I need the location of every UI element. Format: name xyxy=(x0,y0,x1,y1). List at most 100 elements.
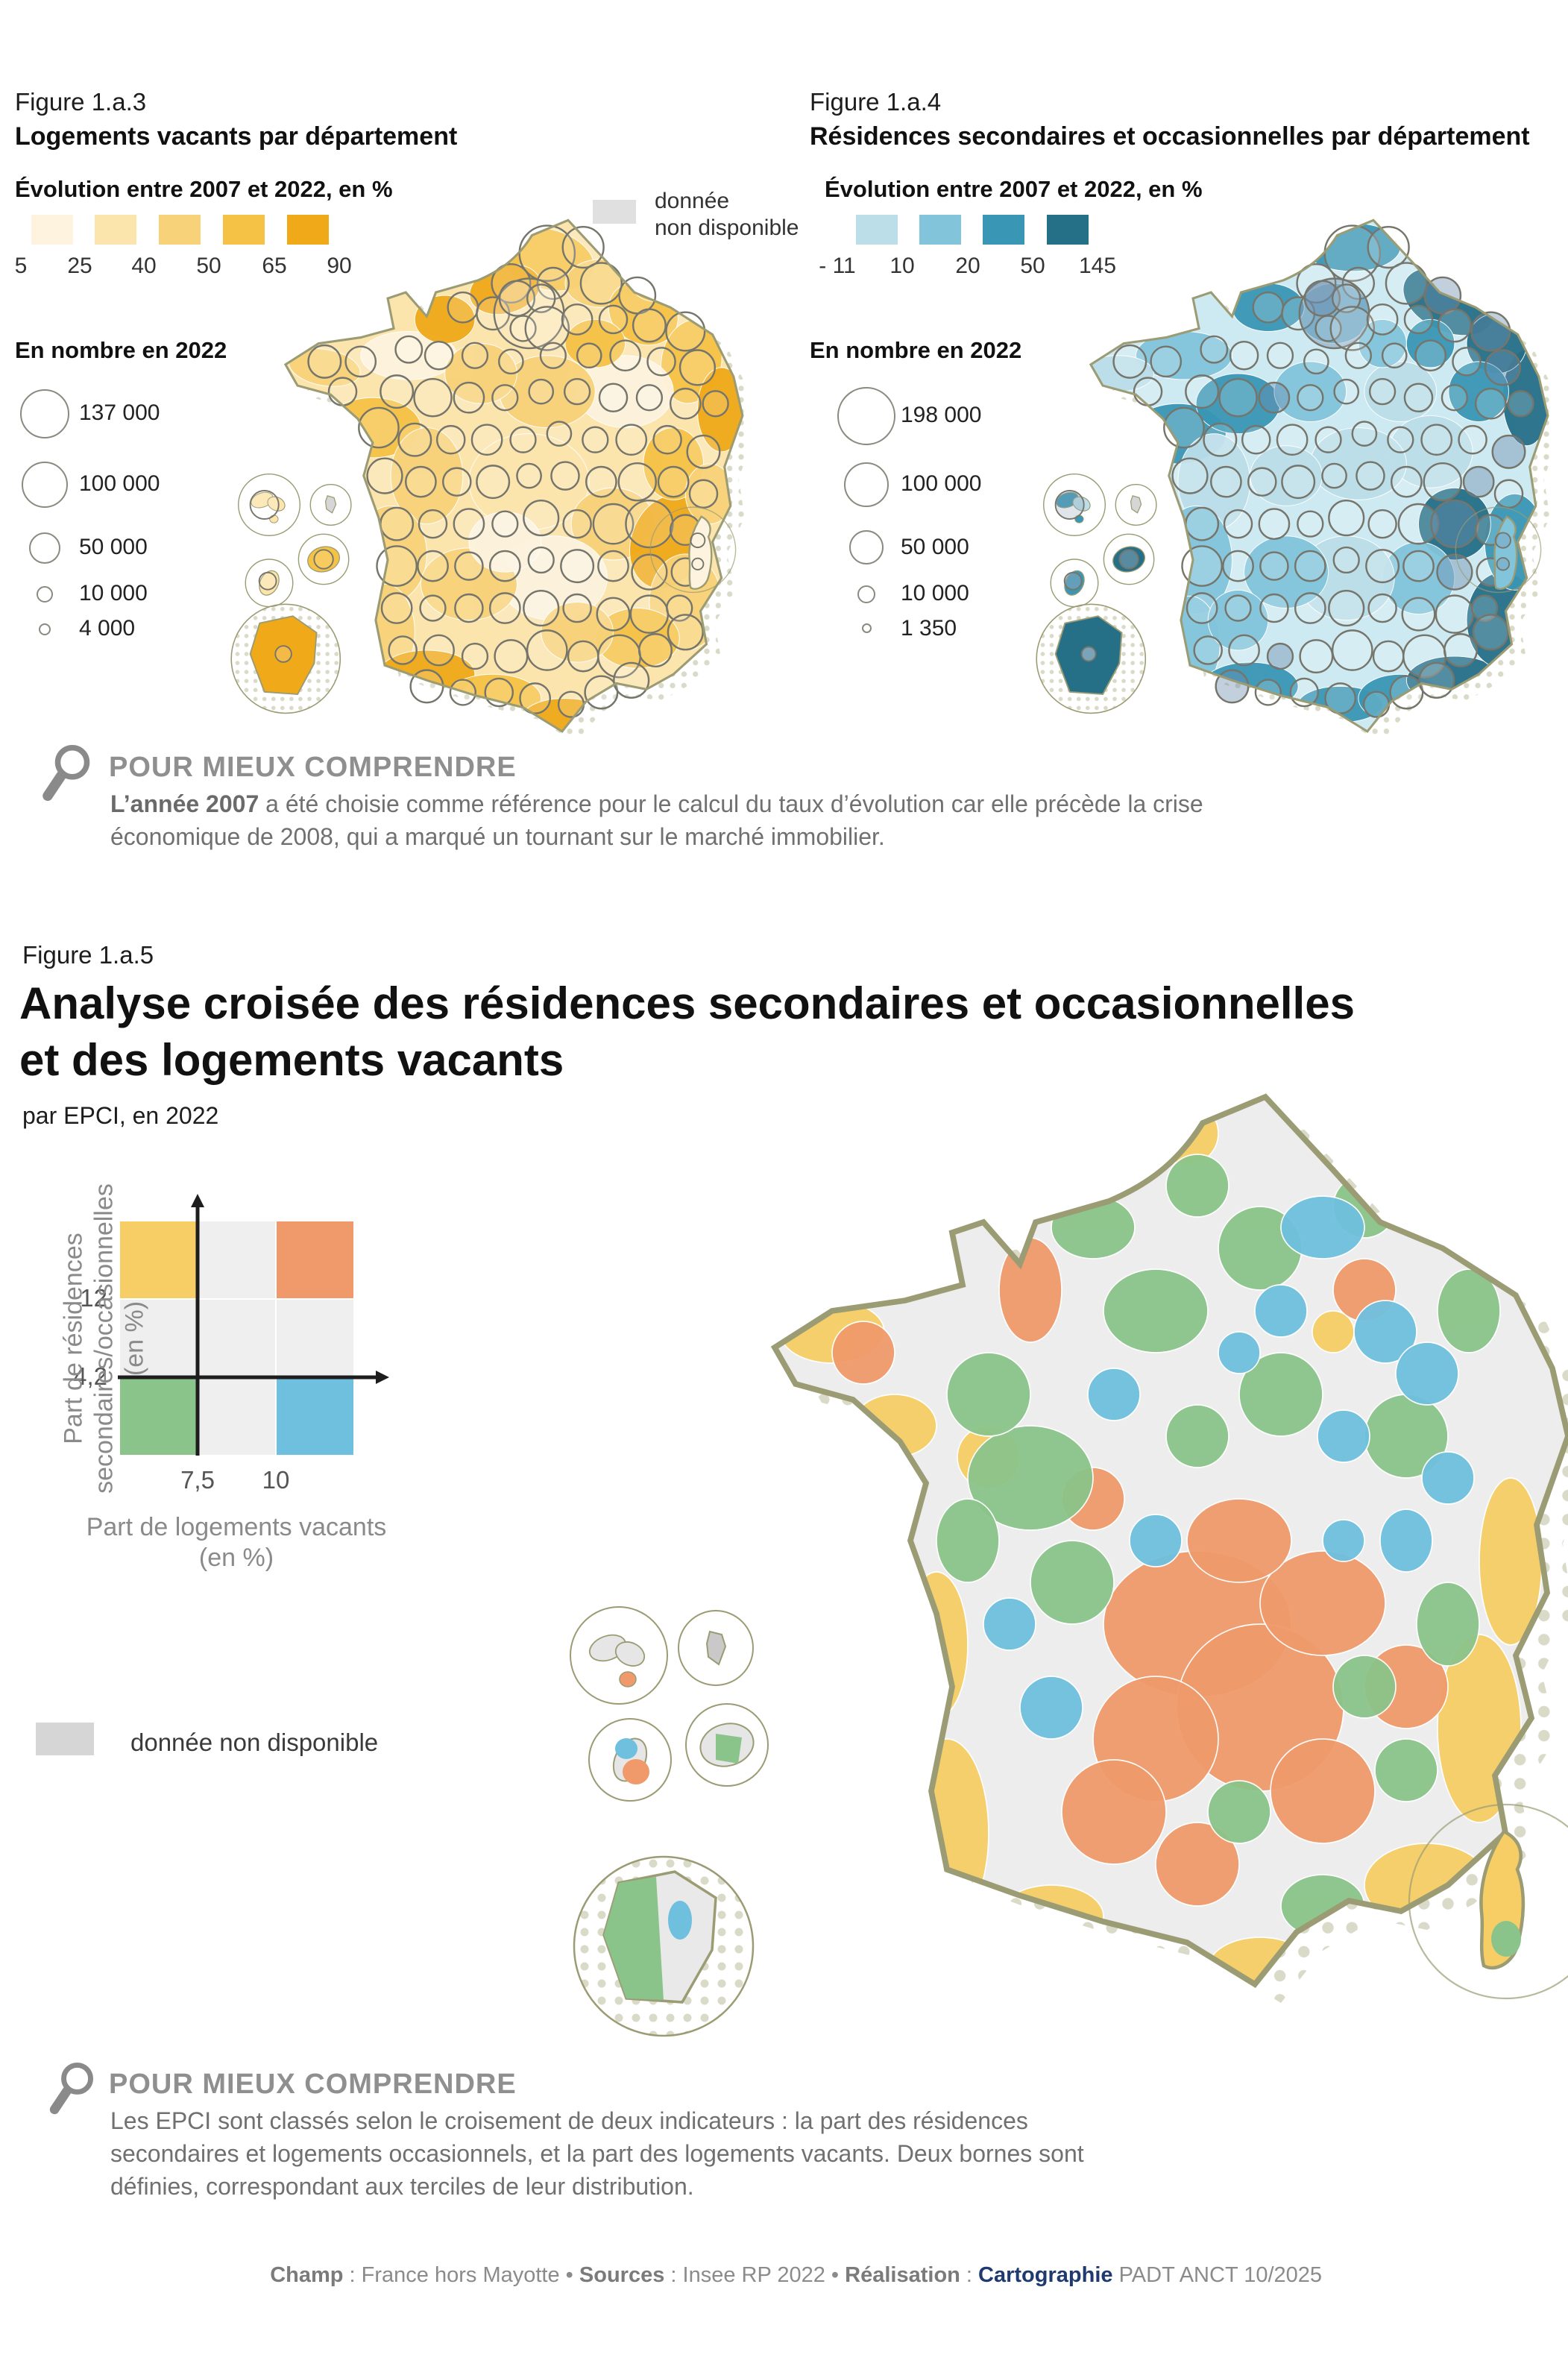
size-circle xyxy=(37,586,53,603)
martinique-blue xyxy=(615,1738,637,1759)
no-data-label-figure5: donnée non disponible xyxy=(130,1729,379,1756)
inset-mayotte xyxy=(1115,483,1157,526)
no-data-line1: donnée xyxy=(655,189,730,213)
map-residences-secondaires xyxy=(1036,209,1551,735)
inset-guadeloupe xyxy=(238,473,300,536)
figure4-label: Figure 1.a.4 xyxy=(810,88,942,116)
figure4-title: Résidences secondaires et occasionnelles… xyxy=(810,122,1530,151)
footer-sources-value: Insee RP 2022 xyxy=(682,2263,825,2287)
inset-martinique xyxy=(588,1717,672,1802)
ramp-tick: 90 xyxy=(327,254,352,278)
note1-bold: L’année 2007 xyxy=(110,790,259,817)
corsica-ring xyxy=(1408,1803,1568,2000)
footer-credit-suffix: PADT ANCT 10/2025 xyxy=(1112,2263,1323,2287)
footer-champ-value: France hors Mayotte xyxy=(361,2263,560,2287)
inset-martinique xyxy=(1050,559,1099,608)
inset-guadeloupe xyxy=(1043,473,1106,536)
figure3-title: Logements vacants par département xyxy=(15,122,458,151)
inset-martinique xyxy=(245,559,294,608)
ramp-swatch xyxy=(31,215,73,245)
ramp-tick: 50 xyxy=(1020,254,1045,278)
quadrant-x-axis-title: Part de logements vacants (en %) xyxy=(57,1512,415,1573)
guyane-green xyxy=(604,1877,664,2000)
quadrant-legend xyxy=(119,1221,354,1456)
inset-reunion xyxy=(684,1702,769,1787)
inset-guyane xyxy=(230,603,341,714)
y-label-line2: secondaires/occasionnelles xyxy=(89,1183,119,1494)
quadrant-cell-top-left xyxy=(119,1221,198,1299)
figure3-label: Figure 1.a.3 xyxy=(15,88,147,116)
size-circle xyxy=(857,585,875,603)
quadrant-cell-top-right xyxy=(276,1221,354,1299)
quadrant-y-tick-42: 4,2 xyxy=(73,1362,107,1390)
figure5-subtitle: par EPCI, en 2022 xyxy=(22,1102,219,1129)
ramp-tick: 65 xyxy=(262,254,287,278)
footer-sep: : xyxy=(960,2263,979,2287)
ramp-swatch xyxy=(919,215,961,245)
no-data-line2: non disponible xyxy=(655,216,799,240)
ramp-swatch xyxy=(856,215,898,245)
y-label-line1: Part de résidences xyxy=(59,1233,88,1444)
size-value: 100 000 xyxy=(901,471,982,496)
ramp-tick: 50 xyxy=(196,254,221,278)
figure3-color-ramp: 5 25 40 50 65 90 xyxy=(15,215,359,289)
figure4-color-ramp: - 11 10 20 50 145 xyxy=(819,215,1139,289)
reunion-green xyxy=(716,1734,742,1764)
figure5-title: Analyse croisée des résidences secondair… xyxy=(19,975,1548,1089)
size-circle xyxy=(22,462,68,508)
ramp-tick: 40 xyxy=(131,254,157,278)
quadrant-cell xyxy=(198,1299,276,1377)
note1-rest: a été choisie comme référence pour le ca… xyxy=(110,790,1203,850)
ramp-swatch xyxy=(983,215,1024,245)
size-value: 10 000 xyxy=(901,581,969,605)
footer-cartographie: Cartographie xyxy=(978,2263,1113,2287)
figure3-evolution-legend-title: Évolution entre 2007 et 2022, en % xyxy=(15,176,393,202)
ramp-swatch xyxy=(223,215,265,245)
footer-champ-label: Champ xyxy=(270,2263,344,2287)
note1-title: POUR MIEUX COMPRENDRE xyxy=(109,752,517,783)
corsica-ring xyxy=(649,506,737,594)
note2-title: POUR MIEUX COMPRENDRE xyxy=(109,2069,517,2100)
size-circle xyxy=(837,387,895,445)
inset-reunion xyxy=(297,533,350,585)
inset-guadeloupe xyxy=(569,1606,668,1705)
corsica-ring xyxy=(1455,506,1542,594)
magnifier-icon xyxy=(49,2063,93,2115)
footer-sources-label: Sources xyxy=(579,2263,665,2287)
magnifier-icon xyxy=(42,745,90,801)
map-analyse-croisee-epci xyxy=(569,1066,1568,2037)
footer-bullet: • xyxy=(825,2263,846,2287)
figure4-evolution-legend-title: Évolution entre 2007 et 2022, en % xyxy=(825,176,1203,202)
note1-text: L’année 2007 a été choisie comme référen… xyxy=(110,787,1273,853)
guyane-blue xyxy=(668,1901,692,1940)
size-circle xyxy=(862,623,872,633)
corsica-green-patch xyxy=(1491,1921,1521,1957)
footer-credits: Champ : France hors Mayotte • Sources : … xyxy=(0,2239,1568,2312)
ramp-tick: 145 xyxy=(1078,254,1117,278)
y-label-line3: (en %) xyxy=(120,1300,149,1377)
quadrant-cell xyxy=(198,1377,276,1456)
size-value: 50 000 xyxy=(901,535,969,559)
figure5-title-line2: et des logements vacants xyxy=(19,1035,564,1085)
inset-mayotte xyxy=(309,483,352,526)
map-logements-vacants xyxy=(230,209,746,735)
figure4-size-legend-title: En nombre en 2022 xyxy=(810,337,1022,363)
martinique-orange xyxy=(623,1759,649,1784)
quadrant-y-tick-12: 12 xyxy=(80,1284,107,1312)
inset-reunion xyxy=(1103,533,1155,585)
ramp-tick: 5 xyxy=(14,254,28,278)
size-value: 1 350 xyxy=(901,616,957,641)
note2-text: Les EPCI sont classés selon le croisemen… xyxy=(110,2107,1084,2200)
size-value: 50 000 xyxy=(79,535,148,559)
ramp-tick: 20 xyxy=(955,254,980,278)
x-label-line1: Part de logements vacants xyxy=(86,1513,387,1541)
size-circle xyxy=(849,530,884,564)
size-value: 198 000 xyxy=(901,403,982,427)
size-circle xyxy=(29,532,60,564)
footer-realisation-label: Réalisation xyxy=(845,2263,960,2287)
ramp-swatch xyxy=(159,215,201,245)
quadrant-x-tick-75: 7,5 xyxy=(180,1466,215,1494)
quadrant-cell-bottom-right xyxy=(276,1377,354,1456)
inset-guyane xyxy=(573,1855,755,2037)
size-circle xyxy=(20,389,69,438)
